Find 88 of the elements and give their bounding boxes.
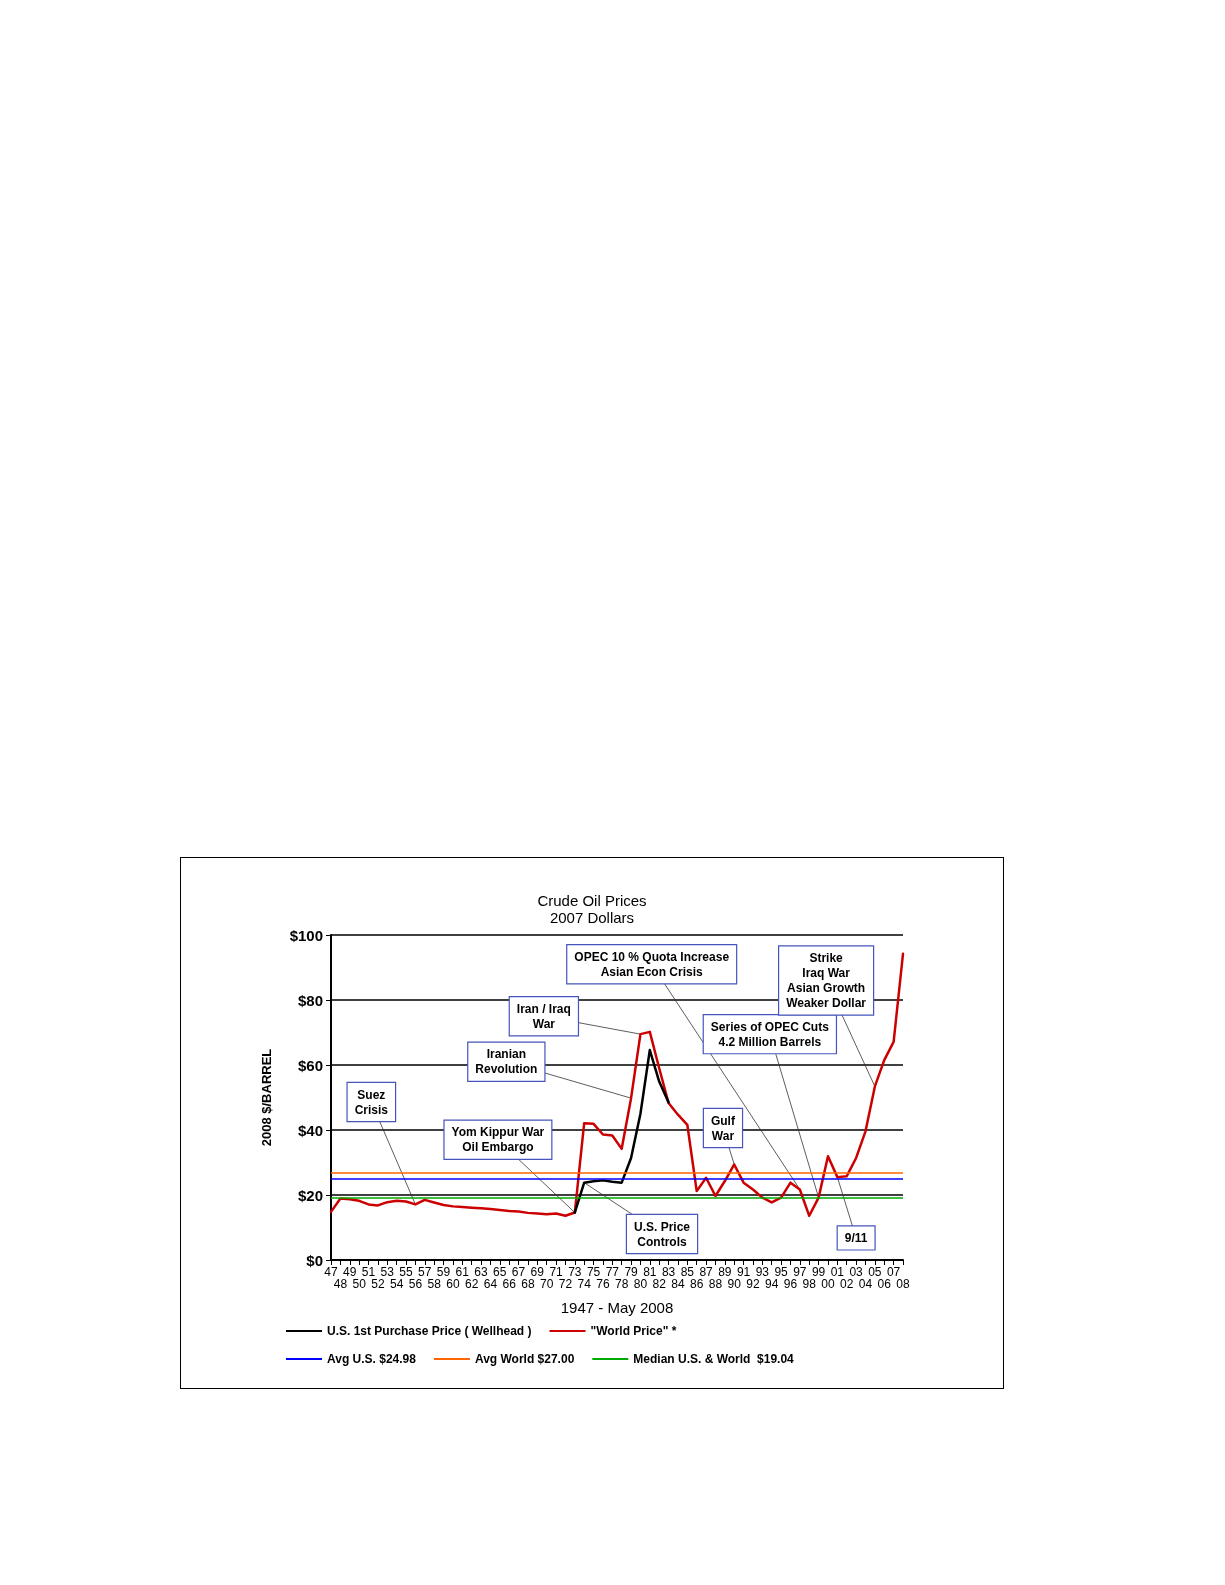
x-tick-label: 88 [708,1277,723,1291]
annotation: Iranian Revolution [475,1047,538,1077]
x-tick-label: 95 [774,1265,789,1279]
x-tick-label: 68 [521,1277,535,1291]
x-tick-label: 71 [549,1265,564,1279]
x-tick-label: 04 [858,1277,873,1291]
line-series [329,952,905,1218]
x-tick-label: 03 [849,1265,864,1279]
x-tick-label: 86 [690,1277,704,1291]
x-axis-title: 1947 - May 2008 [560,1299,674,1316]
x-tick-label: 47 [324,1265,338,1279]
annotation: Strike Iraq War Asian Growth Weaker Dollar [786,951,867,1010]
x-tick-label: 56 [408,1277,423,1291]
x-tick-label: 80 [633,1277,648,1291]
x-tick-label: 54 [389,1277,404,1291]
x-tick-label: 74 [577,1277,592,1291]
y-tick-label: $60 [297,1056,323,1074]
x-tick-label: 92 [746,1277,760,1291]
x-tick-label: 51 [361,1265,376,1279]
annotation: Gulf War [710,1113,736,1143]
chart-title: Crude Oil Prices [537,892,647,909]
legend-label: Median U.S. & World $19.04 [633,1352,795,1366]
x-tick-label: 82 [652,1277,667,1291]
x-tick-label: 79 [624,1265,639,1279]
y-tick-label: $80 [297,991,323,1009]
x-tick-label: 06 [877,1277,892,1291]
annotation: Iran / Iraq War [516,1001,571,1031]
x-tick-label: 49 [343,1265,357,1279]
x-tick-label: 07 [886,1265,901,1279]
x-tick-label: 08 [896,1277,910,1291]
legend-label: "World Price" * [590,1324,677,1338]
y-tick-label: $0 [306,1251,323,1269]
x-tick-label: 73 [568,1265,582,1279]
x-tick-label: 70 [539,1277,554,1291]
x-tick-label: 67 [511,1265,526,1279]
y-tick-label: $20 [297,1186,323,1204]
chart-subtitle: 2007 Dollars [549,909,635,926]
legend-label: Avg World $27.00 [474,1352,575,1366]
annotation: OPEC 10 % Quota Increase Asian Econ Crisis [574,949,730,979]
y-tick-label: $100 [289,926,323,944]
x-tick-label: 62 [464,1277,479,1291]
x-tick-label: 98 [802,1277,817,1291]
legend-label: Avg U.S. $24.98 [327,1352,417,1366]
x-tick-label: 72 [558,1277,573,1291]
x-tick-label: 57 [418,1265,432,1279]
x-tick-label: 99 [811,1265,826,1279]
x-tick-label: 65 [493,1265,507,1279]
x-tick-label: 52 [371,1277,385,1291]
x-tick-label: 94 [765,1277,779,1291]
annotation: 9/11 [844,1230,868,1245]
x-tick-label: 50 [352,1277,367,1291]
x-tick-label: 64 [483,1277,498,1291]
y-axis-title: 2008 $/BARREL [259,1048,274,1147]
y-tick-label: $40 [297,1121,323,1139]
annotation: Series of OPEC Cuts 4.2 Million Barrels [710,1019,830,1049]
x-tick-label: 90 [727,1277,742,1291]
x-tick-label: 84 [671,1277,685,1291]
x-tick-label: 77 [605,1265,620,1279]
annotation: Yom Kippur War Oil Embargo [451,1125,545,1155]
x-tick-label: 55 [399,1265,414,1279]
x-tick-label: 96 [783,1277,798,1291]
x-tick-label: 61 [455,1265,470,1279]
x-tick-label: 66 [502,1277,517,1291]
x-tick-label: 78 [615,1277,629,1291]
legend-label: U.S. 1st Purchase Price ( Wellhead ) [327,1324,532,1338]
x-tick-label: 48 [333,1277,348,1291]
x-tick-label: 75 [586,1265,601,1279]
x-tick-label: 87 [699,1265,714,1279]
x-tick-label: 91 [736,1265,751,1279]
x-tick-label: 76 [596,1277,610,1291]
x-tick-label: 58 [427,1277,442,1291]
x-tick-label: 85 [680,1265,695,1279]
x-tick-label: 53 [380,1265,395,1279]
x-tick-label: 59 [436,1265,451,1279]
x-tick-label: 89 [718,1265,732,1279]
x-tick-label: 63 [474,1265,489,1279]
x-tick-label: 93 [755,1265,770,1279]
annotation: Suez Crisis [354,1087,389,1117]
x-tick-label: 02 [840,1277,854,1291]
x-tick-label: 00 [821,1277,835,1291]
annotation: U.S. Price Controls [633,1219,691,1249]
x-tick-label: 05 [868,1265,882,1279]
x-tick-label: 81 [643,1265,657,1279]
x-tick-label: 01 [830,1265,845,1279]
x-tick-label: 60 [446,1277,460,1291]
x-tick-label: 83 [661,1265,676,1279]
x-tick-label: 97 [793,1265,807,1279]
x-tick-label: 69 [530,1265,545,1279]
